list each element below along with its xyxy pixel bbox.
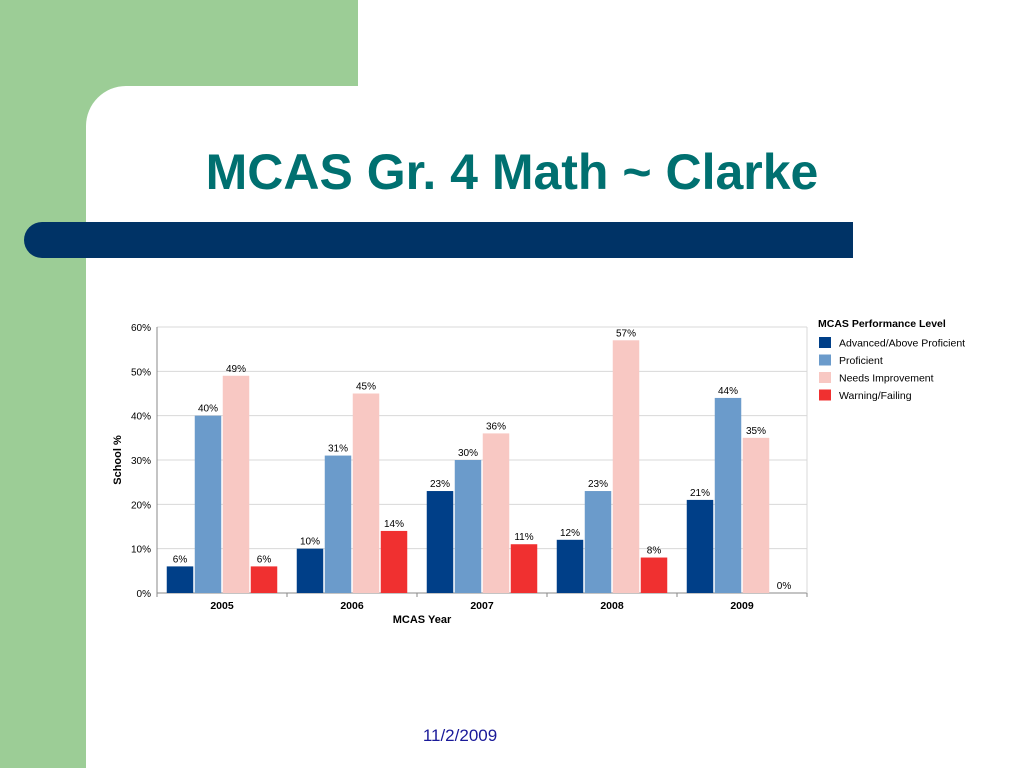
legend-swatch — [819, 389, 831, 401]
bar — [584, 491, 612, 593]
x-axis-title: MCAS Year — [393, 614, 452, 626]
data-label: 0% — [777, 581, 792, 592]
left-green-bar — [0, 0, 86, 768]
x-tick-label: 2009 — [730, 600, 754, 612]
legend-title: MCAS Performance Level — [818, 318, 946, 330]
y-tick-label: 50% — [131, 367, 151, 378]
data-label: 40% — [198, 404, 218, 415]
data-label: 21% — [690, 488, 710, 499]
bar — [612, 340, 640, 593]
legend-label: Needs Improvement — [839, 373, 934, 385]
x-tick-label: 2005 — [210, 600, 234, 612]
top-white-area — [358, 0, 1024, 86]
slide-date: 11/2/2009 — [422, 726, 498, 745]
legend-label: Warning/Failing — [839, 390, 912, 402]
data-label: 10% — [300, 537, 320, 548]
bar — [454, 460, 482, 593]
data-label: 6% — [257, 554, 272, 565]
bar — [222, 375, 250, 593]
bar — [482, 433, 510, 593]
data-label: 14% — [384, 519, 404, 530]
data-label: 35% — [746, 426, 766, 437]
slide-title: MCAS Gr. 4 Math ~ Clarke — [205, 144, 819, 200]
data-label: 31% — [328, 444, 348, 455]
y-axis-title: School % — [112, 435, 124, 485]
data-label: 49% — [226, 364, 246, 375]
data-label: 23% — [588, 479, 608, 490]
bar — [250, 566, 278, 593]
bar — [714, 397, 742, 593]
bar — [640, 557, 668, 593]
y-tick-label: 0% — [137, 589, 152, 600]
y-tick-label: 60% — [131, 323, 151, 334]
x-tick-label: 2007 — [470, 600, 494, 612]
data-label: 23% — [430, 479, 450, 490]
data-label: 6% — [173, 554, 188, 565]
legend-label: Proficient — [839, 355, 883, 367]
legend-swatch — [819, 372, 831, 383]
y-tick-label: 40% — [131, 412, 151, 423]
data-label: 45% — [356, 382, 376, 393]
y-tick-label: 20% — [131, 500, 151, 511]
data-label: 57% — [616, 328, 636, 339]
bar-chart: 0% 10% 20% 30% 40% 50% 60% 6% 40% 49% 6% 2005 10% 31%… — [112, 318, 965, 626]
data-label: 12% — [560, 528, 580, 539]
bar — [352, 393, 380, 593]
bar — [166, 566, 194, 593]
bar — [296, 548, 324, 593]
title-underline-band — [24, 222, 853, 258]
bar — [686, 499, 714, 593]
data-label: 8% — [647, 546, 662, 557]
bar — [324, 455, 352, 593]
legend-label: Advanced/Above Proficient — [839, 338, 965, 350]
data-label: 44% — [718, 386, 738, 397]
bar — [426, 491, 454, 593]
data-label: 11% — [514, 532, 533, 543]
legend-swatch — [819, 337, 831, 348]
bar — [380, 530, 408, 593]
y-tick-label: 10% — [131, 545, 151, 556]
bar — [742, 437, 770, 593]
x-tick-label: 2006 — [340, 600, 364, 612]
bar — [556, 539, 584, 593]
legend-swatch — [819, 354, 831, 366]
bar — [194, 415, 222, 593]
y-tick-label: 30% — [131, 456, 151, 467]
data-label: 36% — [486, 421, 506, 432]
data-label: 30% — [458, 448, 478, 459]
bar — [510, 544, 538, 593]
x-tick-label: 2008 — [600, 600, 624, 612]
